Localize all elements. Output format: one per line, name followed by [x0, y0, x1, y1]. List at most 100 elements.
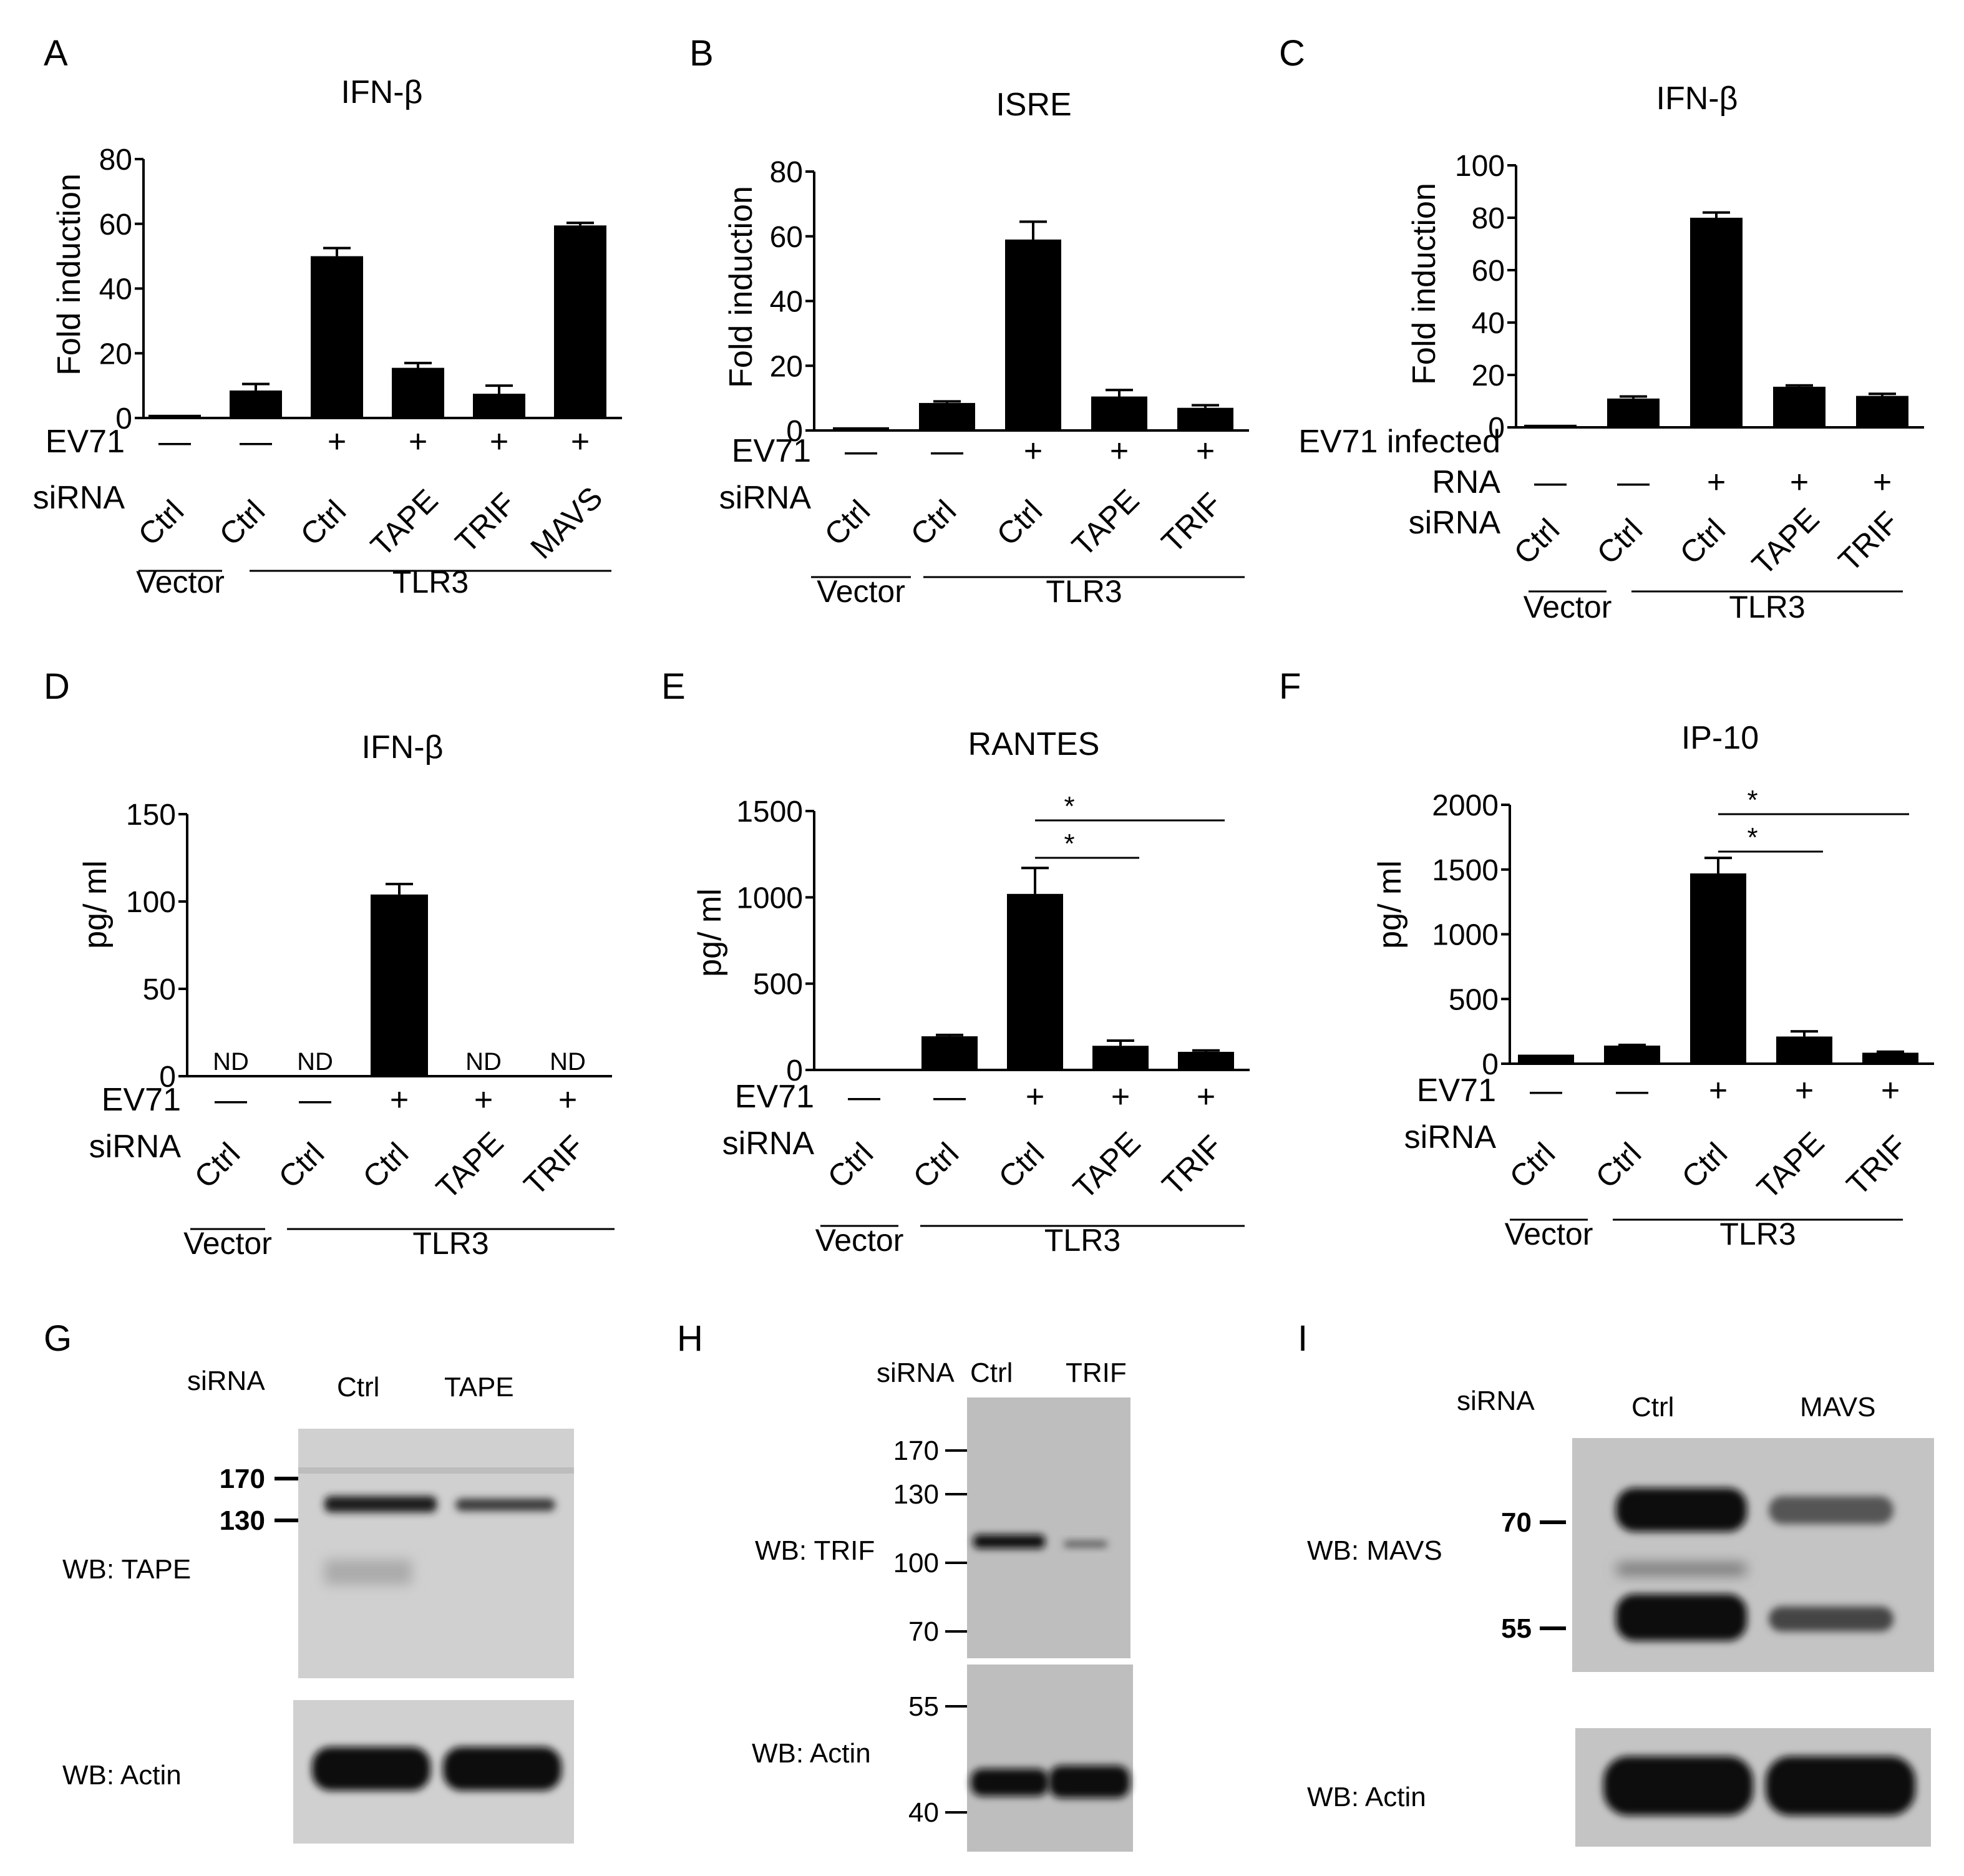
bar — [919, 402, 975, 430]
y-tick-label: 1500 — [736, 795, 803, 829]
nd-label: ND — [297, 1048, 333, 1076]
y-tick-label: 40 — [1472, 307, 1505, 340]
sirna-category-label: Ctrl — [1503, 1136, 1562, 1195]
chart-title: ISRE — [996, 87, 1071, 123]
row-label: EV71 infected — [1298, 424, 1500, 460]
chart-panel-e: E RANTES pg/ ml 0 500 1000 1500 * * EV71 siRNA — — + +… — [661, 666, 1250, 1258]
ev71-sign: + — [1196, 433, 1215, 469]
ev71-sign: + — [1024, 433, 1043, 469]
group-label: Vector — [817, 574, 905, 609]
blot-g-actin-band-tape — [443, 1747, 561, 1791]
ev71-sign: + — [1795, 1072, 1814, 1109]
sirna-category-label: TRIF — [1840, 1129, 1913, 1202]
blot-g-smear — [324, 1560, 412, 1585]
ev71-sign: — — [1616, 1072, 1648, 1109]
sirna-category-label: TAPE — [1745, 501, 1825, 581]
ev71-sign: + — [1873, 464, 1892, 500]
sirna-category-label: Ctrl — [904, 493, 963, 553]
y-tick-label: 60 — [99, 208, 132, 241]
ev71-sign: + — [1709, 1072, 1728, 1109]
ev71-sign: + — [558, 1082, 577, 1118]
blot-g-marker-170: 170 — [220, 1464, 265, 1494]
sirna-category-label: Ctrl — [356, 1136, 416, 1195]
y-tick-label: 0 — [159, 1061, 176, 1094]
sirna-category-label: Ctrl — [294, 493, 353, 553]
ev71-sign: + — [1707, 464, 1726, 500]
blot-h-marker-label: 70 — [908, 1616, 939, 1647]
sirna-category-label: TAPE — [364, 482, 444, 563]
blot-panel-g: G siRNA Ctrl TAPE 170 130 WB: TAPE WB: A… — [44, 1318, 574, 1844]
panel-letter: F — [1279, 666, 1301, 707]
y-tick-label: 20 — [1472, 359, 1505, 392]
y-tick-label: 20 — [99, 338, 132, 371]
blot-g-faint-band — [298, 1467, 574, 1474]
bar — [1607, 398, 1660, 427]
panel-letter: D — [44, 666, 70, 707]
blot-h-marker-label: 100 — [893, 1548, 939, 1578]
group-label: Vector — [1524, 590, 1612, 625]
bar — [1690, 873, 1746, 1064]
chart-title: IFN-β — [1656, 80, 1738, 117]
ev71-sign: — — [933, 1079, 966, 1115]
ev71-sign: + — [1790, 464, 1809, 500]
panel-letter-h: H — [677, 1318, 703, 1359]
bar — [1690, 218, 1743, 427]
blot-i-band-55-mavs — [1769, 1606, 1894, 1631]
y-tick-label: 20 — [770, 350, 803, 383]
sirna-category-label: TRIF — [517, 1129, 591, 1202]
bar — [1773, 386, 1825, 427]
blot-h-actin-band-ctrl — [971, 1769, 1049, 1796]
y-axis-label: Fold induction — [723, 186, 759, 388]
panel-letter: C — [1279, 33, 1305, 74]
row-label: siRNA — [33, 480, 125, 516]
row-label: siRNA — [719, 480, 812, 516]
blot-g-band-tape — [455, 1499, 555, 1511]
ev71-sign: + — [1110, 433, 1129, 469]
blot-i-loading-label: WB: Actin — [1307, 1782, 1426, 1812]
ev71-sign: — — [848, 1079, 880, 1115]
chart-title: IFN-β — [362, 729, 444, 765]
y-axis-label: Fold induction — [51, 173, 87, 376]
y-tick-label: 100 — [1455, 150, 1505, 183]
sirna-category-label: Ctrl — [990, 493, 1049, 553]
bar — [473, 394, 525, 418]
sirna-category-label: TRIF — [449, 486, 522, 560]
chart-panel-c: C IFN-β Fold induction 0 20 40 60 80 100 EV71 inf… — [1279, 33, 1924, 625]
row-label: siRNA — [1409, 505, 1501, 541]
row-label: siRNA — [1404, 1119, 1497, 1155]
blot-i-lane-1: Ctrl — [1631, 1392, 1674, 1422]
sirna-category-label: Ctrl — [992, 1136, 1051, 1195]
ev71-sign: — — [1530, 1072, 1562, 1109]
ev71-sign: + — [1197, 1079, 1215, 1115]
sirna-category-label: Ctrl — [272, 1136, 331, 1195]
blot-g-lane-1: Ctrl — [337, 1372, 379, 1402]
bar — [1776, 1036, 1832, 1064]
row-label: siRNA — [89, 1129, 182, 1165]
blot-h-actin-band-trif — [1049, 1766, 1130, 1798]
nd-label: ND — [213, 1048, 249, 1076]
ev71-sign: + — [409, 424, 427, 460]
sirna-category-label: Ctrl — [821, 1136, 880, 1195]
sirna-category-label: TAPE — [1066, 1125, 1147, 1205]
blot-g-marker-130: 130 — [220, 1505, 265, 1536]
y-tick-label: 0 — [786, 1054, 803, 1087]
blot-h-actin-membrane — [967, 1665, 1133, 1852]
panel-letter-g: G — [44, 1318, 72, 1359]
blot-i-band-55-ctrl — [1616, 1594, 1747, 1641]
bar — [371, 894, 428, 1076]
chart-title: RANTES — [968, 726, 1100, 762]
blot-g-loading-label: WB: Actin — [62, 1760, 182, 1791]
blot-h-marker-label: 170 — [893, 1436, 939, 1466]
bar — [1007, 893, 1063, 1070]
blot-h-membrane — [967, 1397, 1130, 1658]
sirna-category-label: Ctrl — [1673, 512, 1733, 571]
row-label: EV71 — [46, 424, 125, 460]
panel-letter: A — [44, 33, 68, 74]
ev71-sign: + — [474, 1082, 493, 1118]
bar — [230, 390, 282, 418]
y-tick-label: 0 — [786, 415, 803, 448]
panel-letter: B — [689, 33, 714, 74]
blot-i-actin-band-ctrl — [1603, 1756, 1753, 1815]
chart-title: IFN-β — [341, 74, 423, 110]
